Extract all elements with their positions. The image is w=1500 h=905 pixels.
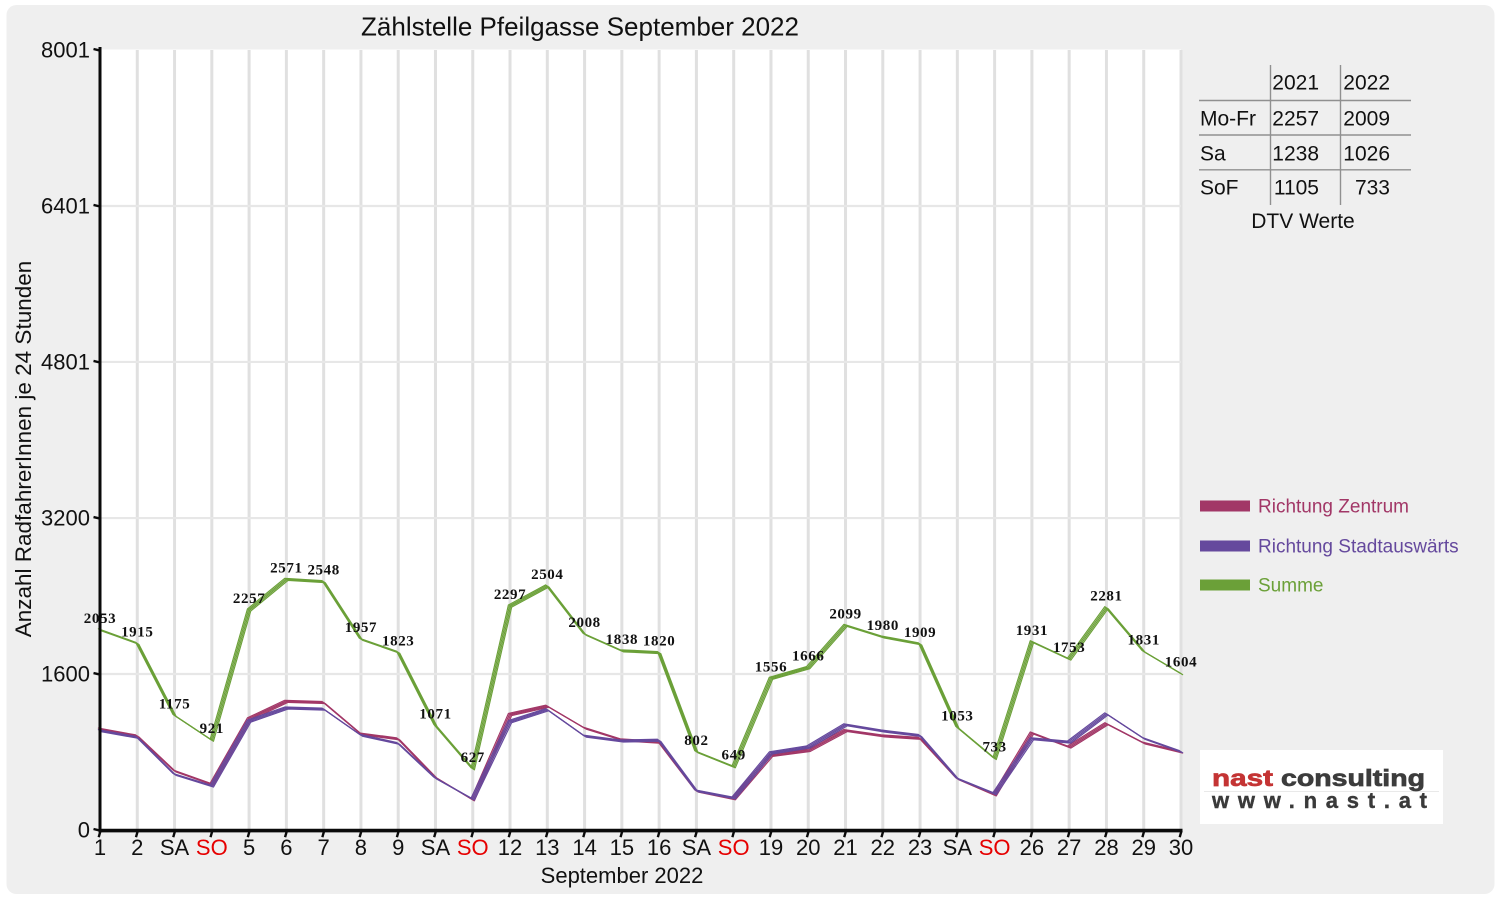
svg-text:8: 8 [355, 835, 367, 860]
svg-text:SO: SO [718, 835, 750, 860]
svg-text:Richtung Stadtauswärts: Richtung Stadtauswärts [1258, 537, 1459, 558]
svg-text:SO: SO [457, 835, 489, 860]
svg-text:649: 649 [722, 748, 746, 764]
svg-text:2504: 2504 [531, 567, 563, 583]
svg-text:5: 5 [243, 835, 255, 860]
svg-text:921: 921 [200, 721, 224, 737]
svg-text:1238: 1238 [1272, 143, 1319, 166]
svg-text:1838: 1838 [606, 632, 638, 648]
svg-text:Summe: Summe [1258, 576, 1323, 597]
svg-text:1931: 1931 [1016, 623, 1048, 639]
svg-text:1071: 1071 [419, 707, 451, 723]
svg-text:8001: 8001 [41, 38, 90, 63]
svg-text:19: 19 [759, 835, 783, 860]
svg-text:1556: 1556 [755, 659, 787, 675]
svg-text:12: 12 [498, 835, 522, 860]
svg-text:2: 2 [131, 835, 143, 860]
svg-text:2008: 2008 [568, 615, 600, 631]
svg-text:733: 733 [1355, 177, 1390, 200]
svg-text:1105: 1105 [1274, 177, 1319, 200]
svg-text:2053: 2053 [84, 611, 116, 627]
svg-text:nast: nast [1212, 765, 1273, 791]
svg-text:23: 23 [908, 835, 932, 860]
svg-text:802: 802 [684, 733, 708, 749]
svg-text:Mo-Fr: Mo-Fr [1200, 108, 1256, 131]
svg-text:2571: 2571 [270, 560, 302, 576]
svg-text:SA: SA [682, 835, 712, 860]
svg-text:2257: 2257 [233, 591, 265, 607]
svg-text:2257: 2257 [1272, 108, 1319, 131]
svg-text:Anzahl RadfahrerInnen je 24 St: Anzahl RadfahrerInnen je 24 Stunden [11, 261, 36, 638]
svg-text:1823: 1823 [382, 633, 414, 649]
svg-text:SA: SA [943, 835, 973, 860]
svg-text:28: 28 [1094, 835, 1118, 860]
svg-text:4801: 4801 [41, 349, 90, 374]
svg-text:1957: 1957 [345, 620, 377, 636]
svg-text:29: 29 [1131, 835, 1155, 860]
svg-text:3200: 3200 [41, 506, 90, 531]
svg-text:0: 0 [78, 818, 90, 843]
svg-text:21: 21 [833, 835, 857, 860]
svg-text:9: 9 [392, 835, 404, 860]
svg-text:2099: 2099 [829, 606, 861, 622]
svg-text:1831: 1831 [1128, 633, 1160, 649]
svg-text:SA: SA [160, 835, 190, 860]
svg-text:Richtung Zentrum: Richtung Zentrum [1258, 497, 1409, 518]
svg-text:Sa: Sa [1200, 143, 1226, 166]
svg-text:6: 6 [280, 835, 292, 860]
svg-text:27: 27 [1057, 835, 1081, 860]
svg-text:1915: 1915 [121, 624, 153, 640]
svg-text:2548: 2548 [307, 563, 339, 579]
svg-text:1980: 1980 [867, 618, 899, 634]
svg-text:SO: SO [979, 835, 1011, 860]
svg-text:6401: 6401 [41, 193, 90, 218]
svg-text:1: 1 [94, 835, 106, 860]
svg-text:1820: 1820 [643, 634, 675, 650]
svg-text:2297: 2297 [494, 587, 526, 603]
svg-text:1666: 1666 [792, 649, 824, 665]
svg-text:1175: 1175 [159, 696, 191, 712]
svg-text:1053: 1053 [941, 708, 973, 724]
svg-text:2009: 2009 [1343, 108, 1390, 131]
svg-text:DTV Werte: DTV Werte [1251, 210, 1354, 233]
svg-text:1604: 1604 [1165, 655, 1197, 671]
svg-text:14: 14 [572, 835, 596, 860]
svg-text:1600: 1600 [41, 662, 90, 687]
svg-text:13: 13 [535, 835, 559, 860]
svg-text:SA: SA [421, 835, 451, 860]
svg-text:1753: 1753 [1053, 640, 1085, 656]
svg-text:30: 30 [1169, 835, 1193, 860]
svg-text:15: 15 [610, 835, 634, 860]
svg-text:1909: 1909 [904, 625, 936, 641]
svg-text:26: 26 [1020, 835, 1044, 860]
svg-text:627: 627 [461, 750, 485, 766]
svg-text:SoF: SoF [1200, 177, 1239, 200]
svg-text:1026: 1026 [1343, 143, 1390, 166]
svg-text:Zählstelle Pfeilgasse Septembe: Zählstelle Pfeilgasse September 2022 [361, 12, 799, 42]
svg-text:consulting: consulting [1281, 765, 1425, 791]
svg-text:2281: 2281 [1090, 589, 1122, 605]
svg-text:22: 22 [871, 835, 895, 860]
svg-text:September 2022: September 2022 [541, 863, 704, 888]
svg-text:16: 16 [647, 835, 671, 860]
svg-text:2022: 2022 [1343, 72, 1390, 95]
svg-text:2021: 2021 [1272, 72, 1319, 95]
svg-text:733: 733 [982, 740, 1006, 756]
svg-text:SO: SO [196, 835, 228, 860]
svg-text:7: 7 [318, 835, 330, 860]
svg-text:20: 20 [796, 835, 820, 860]
